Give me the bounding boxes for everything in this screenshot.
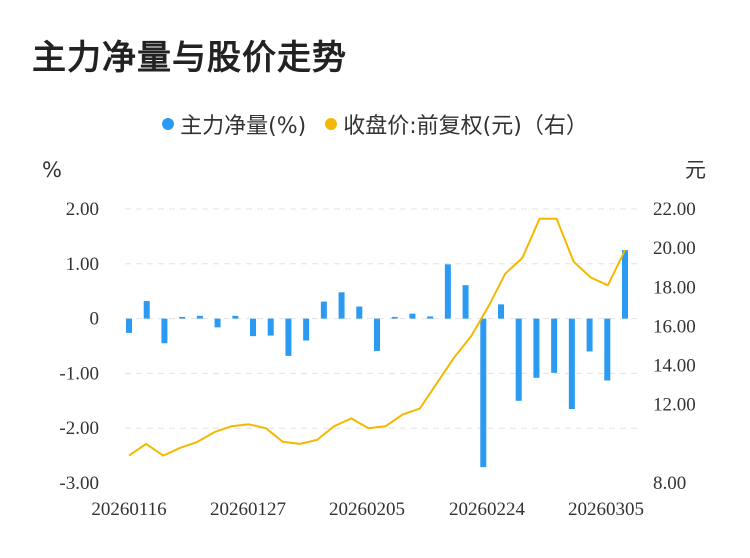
bar xyxy=(267,318,274,336)
bar xyxy=(320,301,327,319)
bar xyxy=(232,315,239,319)
bar xyxy=(179,316,186,319)
x-tick-label: 20260127 xyxy=(210,499,286,520)
bar xyxy=(551,318,558,373)
bar xyxy=(303,318,310,341)
x-tick-label: 20260305 xyxy=(568,499,644,520)
left-tick-label: 0 xyxy=(90,309,100,330)
bar xyxy=(498,304,504,319)
legend-item-net-flow[interactable]: 主力净量(%) xyxy=(162,108,306,140)
bar xyxy=(604,318,611,381)
chart-title: 主力净量与股价走势 xyxy=(32,38,347,78)
legend-dot-yellow xyxy=(325,118,338,130)
left-tick-label: -3.00 xyxy=(59,473,99,494)
price-line xyxy=(128,217,626,457)
bar xyxy=(285,318,292,356)
bar xyxy=(126,318,132,333)
bar xyxy=(515,318,522,401)
right-tick-label: 20.00 xyxy=(653,238,696,259)
bar xyxy=(533,318,540,378)
bar xyxy=(143,301,150,319)
left-tick-label: 1.00 xyxy=(66,254,99,275)
bar xyxy=(622,250,628,319)
x-tick-label: 20260205 xyxy=(329,499,405,520)
left-tick-label: 2.00 xyxy=(66,199,99,220)
left-axis-unit: % xyxy=(42,158,62,182)
right-tick-label: 18.00 xyxy=(653,277,696,298)
bar xyxy=(374,318,380,351)
right-tick-label: 8.00 xyxy=(653,473,686,494)
chart-legend: 主力净量(%) 收盘价:前复权(元)（右） xyxy=(0,108,750,140)
bar xyxy=(161,318,168,344)
left-tick-label: -2.00 xyxy=(59,418,99,439)
bar xyxy=(391,316,398,319)
right-tick-label: 14.00 xyxy=(653,356,696,377)
x-tick-label: 20260116 xyxy=(91,499,166,520)
bar xyxy=(586,318,593,352)
legend-dot-blue xyxy=(162,118,175,130)
bar xyxy=(214,318,221,328)
bar xyxy=(480,318,487,468)
right-tick-label: 22.00 xyxy=(653,199,696,220)
bar xyxy=(338,292,345,319)
legend-item-close-price[interactable]: 收盘价:前复权(元)（右） xyxy=(325,108,588,140)
bar xyxy=(568,318,575,410)
bar xyxy=(462,285,469,319)
legend-label-net-flow: 主力净量(%) xyxy=(180,114,307,139)
right-axis-unit: 元 xyxy=(685,158,706,182)
bar xyxy=(409,313,416,319)
bar xyxy=(356,306,363,319)
bar xyxy=(444,264,451,319)
bar xyxy=(196,315,203,319)
left-tick-label: -1.00 xyxy=(59,363,99,384)
right-tick-label: 12.00 xyxy=(653,395,696,416)
right-tick-label: 16.00 xyxy=(653,316,696,337)
x-tick-label: 20260224 xyxy=(449,499,526,520)
legend-label-close-price: 收盘价:前复权(元)（右） xyxy=(343,114,588,139)
bar xyxy=(250,318,256,337)
bar xyxy=(427,316,434,319)
